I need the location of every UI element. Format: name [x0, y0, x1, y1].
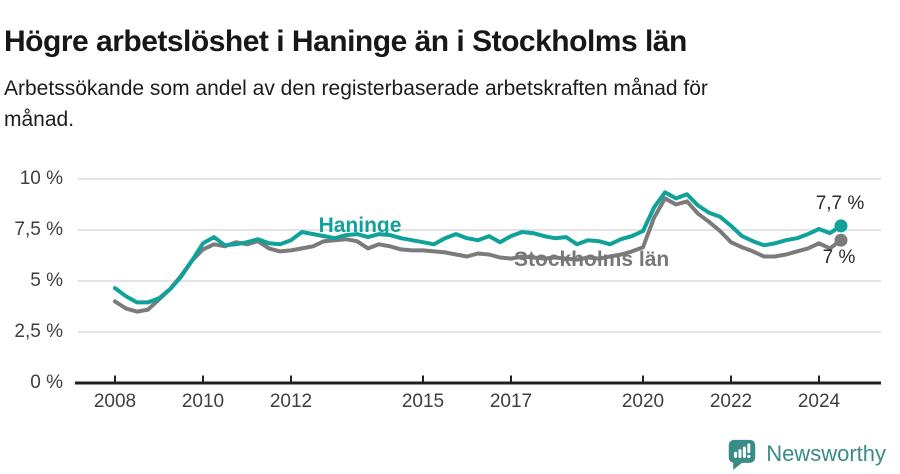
x-axis-label-2024: 2024 — [797, 391, 841, 412]
series-label-haninge: Haninge — [318, 214, 402, 237]
newsworthy-brand-text: Newsworthy — [766, 441, 886, 466]
chart-subtitle: Arbetssökande som andel av den registerb… — [4, 73, 884, 135]
x-axis-label-2017: 2017 — [489, 391, 533, 412]
x-axis-label-2022: 2022 — [709, 391, 753, 412]
end-value-haninge: 7,7 % — [815, 193, 865, 214]
x-axis-label-2010: 2010 — [181, 391, 225, 412]
subtitle-line-1: Arbetssökande som andel av den registerb… — [4, 77, 708, 100]
y-axis-label-0: 0 % — [30, 372, 63, 393]
x-axis-label-2012: 2012 — [269, 391, 313, 412]
x-axis-label-2008: 2008 — [93, 391, 137, 412]
y-axis-label-5: 5 % — [30, 270, 63, 291]
x-axis-label-2020: 2020 — [621, 391, 665, 412]
y-axis-label-10: 10 % — [19, 168, 63, 189]
subtitle-line-2: månad. — [4, 108, 75, 131]
y-axis-label-7-5: 7,5 % — [14, 219, 63, 240]
end-value-stockholms-lan: 7 % — [822, 247, 856, 268]
page-title: Högre arbetslöshet i Haninge än i Stockh… — [4, 25, 687, 59]
series-label-stockholms-lan: Stockholms län — [514, 248, 670, 271]
newsworthy-attribution: Newsworthy — [727, 438, 886, 470]
x-axis-label-2015: 2015 — [401, 391, 445, 412]
y-axis-label-2-5: 2,5 % — [14, 321, 63, 342]
newsworthy-logo-icon — [728, 439, 756, 470]
